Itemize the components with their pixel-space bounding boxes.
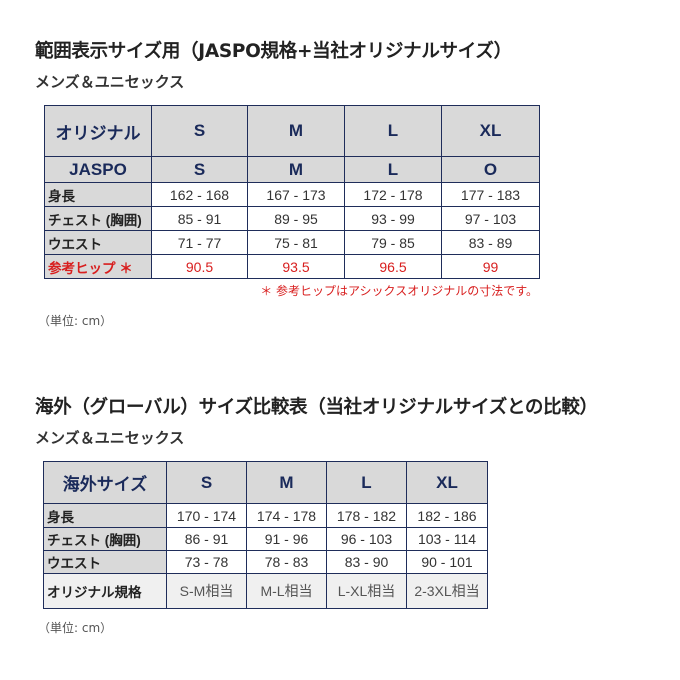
header-cell: JASPO	[44, 156, 152, 183]
cell: 86 - 91	[166, 527, 247, 551]
header-row: 海外サイズ S M L XL	[43, 461, 488, 504]
header-cell: M	[247, 105, 345, 157]
row-label: 身長	[43, 503, 167, 528]
row-label: オリジナル規格	[43, 573, 167, 609]
header-cell: オリジナル	[44, 105, 152, 157]
unit-note: （単位: cm）	[38, 314, 113, 328]
cell: 93.5	[247, 254, 345, 279]
cell: 2-3XL相当	[406, 573, 488, 609]
header-cell: XL	[406, 461, 488, 504]
cell: 83 - 90	[326, 550, 407, 574]
cell: 89 - 95	[247, 206, 345, 231]
table-row: チェスト (胸囲) 86 - 91 91 - 96 96 - 103 103 -…	[43, 527, 488, 551]
cell: 162 - 168	[151, 182, 248, 207]
section1-subtitle: メンズ＆ユニセックス	[35, 73, 185, 91]
header-cell: L	[326, 461, 407, 504]
cell: S-M相当	[166, 573, 247, 609]
row-label: ウエスト	[44, 230, 152, 255]
cell: 96.5	[344, 254, 442, 279]
cell: 75 - 81	[247, 230, 345, 255]
cell: L-XL相当	[326, 573, 407, 609]
table-row: ウエスト 71 - 77 75 - 81 79 - 85 83 - 89	[44, 230, 540, 255]
cell: 174 - 178	[246, 503, 327, 528]
size-table-global: 海外サイズ S M L XL 身長 170 - 174 174 - 178 17…	[43, 461, 488, 609]
header-cell: O	[441, 156, 540, 183]
cell: 83 - 89	[441, 230, 540, 255]
header-row: オリジナル S M L XL	[44, 105, 540, 157]
header-cell: 海外サイズ	[43, 461, 167, 504]
cell: 182 - 186	[406, 503, 488, 528]
cell: 90.5	[151, 254, 248, 279]
header-cell: M	[246, 461, 327, 504]
section2-title: 海外（グローバル）サイズ比較表（当社オリジナルサイズとの比較）	[35, 397, 598, 418]
cell: 103 - 114	[406, 527, 488, 551]
cell: 79 - 85	[344, 230, 442, 255]
header-cell: S	[151, 105, 248, 157]
header-cell: S	[151, 156, 248, 183]
row-label: 参考ヒップ ＊	[44, 254, 152, 279]
table-row: 身長 162 - 168 167 - 173 172 - 178 177 - 1…	[44, 182, 540, 207]
cell: 96 - 103	[326, 527, 407, 551]
cell: 93 - 99	[344, 206, 442, 231]
header-cell: L	[344, 156, 442, 183]
cell: 172 - 178	[344, 182, 442, 207]
hip-footnote: ＊ 参考ヒップはアシックスオリジナルの寸法です。	[260, 284, 538, 298]
cell: 91 - 96	[246, 527, 327, 551]
cell: 90 - 101	[406, 550, 488, 574]
row-label: 身長	[44, 182, 152, 207]
section2-subtitle: メンズ＆ユニセックス	[35, 429, 185, 447]
row-label: チェスト (胸囲)	[43, 527, 167, 551]
jaspo-row: JASPO S M L O	[44, 156, 540, 183]
cell: 71 - 77	[151, 230, 248, 255]
table-row: ウエスト 73 - 78 78 - 83 83 - 90 90 - 101	[43, 550, 488, 574]
header-cell: XL	[441, 105, 540, 157]
header-cell: L	[344, 105, 442, 157]
cell: 170 - 174	[166, 503, 247, 528]
cell: 85 - 91	[151, 206, 248, 231]
header-cell: M	[247, 156, 345, 183]
table-row: オリジナル規格 S-M相当 M-L相当 L-XL相当 2-3XL相当	[43, 573, 488, 609]
cell: 73 - 78	[166, 550, 247, 574]
cell: 178 - 182	[326, 503, 407, 528]
header-cell: S	[166, 461, 247, 504]
cell: 97 - 103	[441, 206, 540, 231]
row-label: ウエスト	[43, 550, 167, 574]
table-row: チェスト (胸囲) 85 - 91 89 - 95 93 - 99 97 - 1…	[44, 206, 540, 231]
section1-title: 範囲表示サイズ用（JASPO規格+当社オリジナルサイズ）	[35, 41, 512, 62]
unit-note: （単位: cm）	[38, 621, 113, 635]
row-label: チェスト (胸囲)	[44, 206, 152, 231]
cell: 78 - 83	[246, 550, 327, 574]
cell: 177 - 183	[441, 182, 540, 207]
size-table-jaspo: オリジナル S M L XL JASPO S M L O 身長 162 - 16…	[44, 105, 540, 279]
table-row: 身長 170 - 174 174 - 178 178 - 182 182 - 1…	[43, 503, 488, 528]
cell: 99	[441, 254, 540, 279]
cell: 167 - 173	[247, 182, 345, 207]
cell: M-L相当	[246, 573, 327, 609]
table-row: 参考ヒップ ＊ 90.5 93.5 96.5 99	[44, 254, 540, 279]
